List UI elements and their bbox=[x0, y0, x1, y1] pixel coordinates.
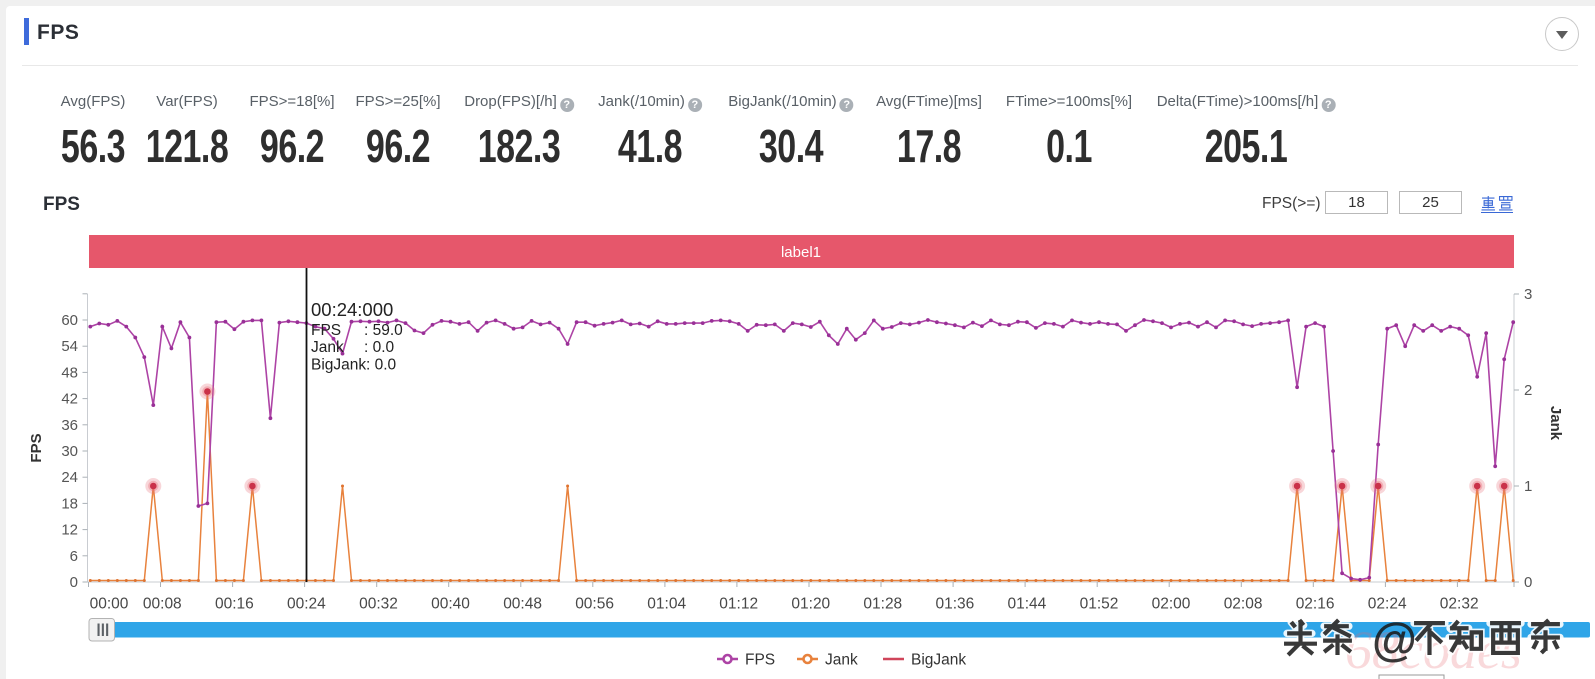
svg-text:00:32: 00:32 bbox=[359, 596, 398, 613]
svg-text:FPS: FPS bbox=[28, 433, 45, 462]
svg-text:60: 60 bbox=[61, 312, 78, 329]
svg-text:01:52: 01:52 bbox=[1080, 596, 1119, 613]
svg-text:30: 30 bbox=[61, 443, 78, 460]
svg-text:Jank: Jank bbox=[1547, 406, 1564, 441]
svg-text:02:32: 02:32 bbox=[1440, 596, 1479, 613]
svg-text:01:20: 01:20 bbox=[791, 596, 830, 613]
svg-text:: 0.0: : 0.0 bbox=[364, 339, 395, 356]
svg-text:00:00: 00:00 bbox=[90, 596, 129, 613]
svg-text:02:16: 02:16 bbox=[1296, 596, 1335, 613]
svg-text:36: 36 bbox=[61, 417, 78, 434]
svg-text:label1: label1 bbox=[781, 244, 821, 261]
svg-text:01:44: 01:44 bbox=[1008, 596, 1047, 613]
svg-text:0: 0 bbox=[1524, 574, 1532, 591]
svg-text:00:56: 00:56 bbox=[575, 596, 614, 613]
svg-text:BigJank: BigJank bbox=[311, 357, 366, 374]
svg-text:FPS: FPS bbox=[311, 322, 341, 339]
svg-text:0: 0 bbox=[70, 574, 78, 591]
svg-text:01:12: 01:12 bbox=[719, 596, 758, 613]
svg-text:12: 12 bbox=[61, 522, 78, 539]
svg-text:00:08: 00:08 bbox=[143, 596, 182, 613]
svg-text:00:16: 00:16 bbox=[215, 596, 254, 613]
svg-text:48: 48 bbox=[61, 364, 78, 381]
svg-text:Jank: Jank bbox=[311, 339, 344, 356]
svg-text:24: 24 bbox=[61, 469, 78, 486]
svg-text:1: 1 bbox=[1524, 478, 1532, 495]
svg-text:@: @ bbox=[1372, 613, 1417, 665]
svg-text:: 0.0: : 0.0 bbox=[366, 357, 397, 374]
svg-text:18: 18 bbox=[61, 495, 78, 512]
svg-text:54: 54 bbox=[61, 338, 78, 355]
svg-text:00:24: 00:24 bbox=[287, 596, 326, 613]
svg-text:FPS: FPS bbox=[745, 652, 775, 669]
svg-text:6: 6 bbox=[70, 548, 78, 565]
svg-text:BigJank: BigJank bbox=[911, 652, 966, 669]
svg-text:00:48: 00:48 bbox=[503, 596, 542, 613]
svg-text:01:36: 01:36 bbox=[936, 596, 975, 613]
svg-text:02:00: 02:00 bbox=[1152, 596, 1191, 613]
svg-text:: 59.0: : 59.0 bbox=[364, 322, 403, 339]
svg-text:02:24: 02:24 bbox=[1368, 596, 1407, 613]
svg-text:01:28: 01:28 bbox=[863, 596, 902, 613]
svg-text:3: 3 bbox=[1524, 286, 1532, 303]
svg-text:02:08: 02:08 bbox=[1224, 596, 1263, 613]
svg-text:00:24:000: 00:24:000 bbox=[311, 299, 393, 320]
svg-text:Jank: Jank bbox=[825, 652, 858, 669]
svg-text:2: 2 bbox=[1524, 382, 1532, 399]
svg-text:01:04: 01:04 bbox=[647, 596, 686, 613]
svg-text:42: 42 bbox=[61, 391, 78, 408]
svg-text:00:40: 00:40 bbox=[431, 596, 470, 613]
